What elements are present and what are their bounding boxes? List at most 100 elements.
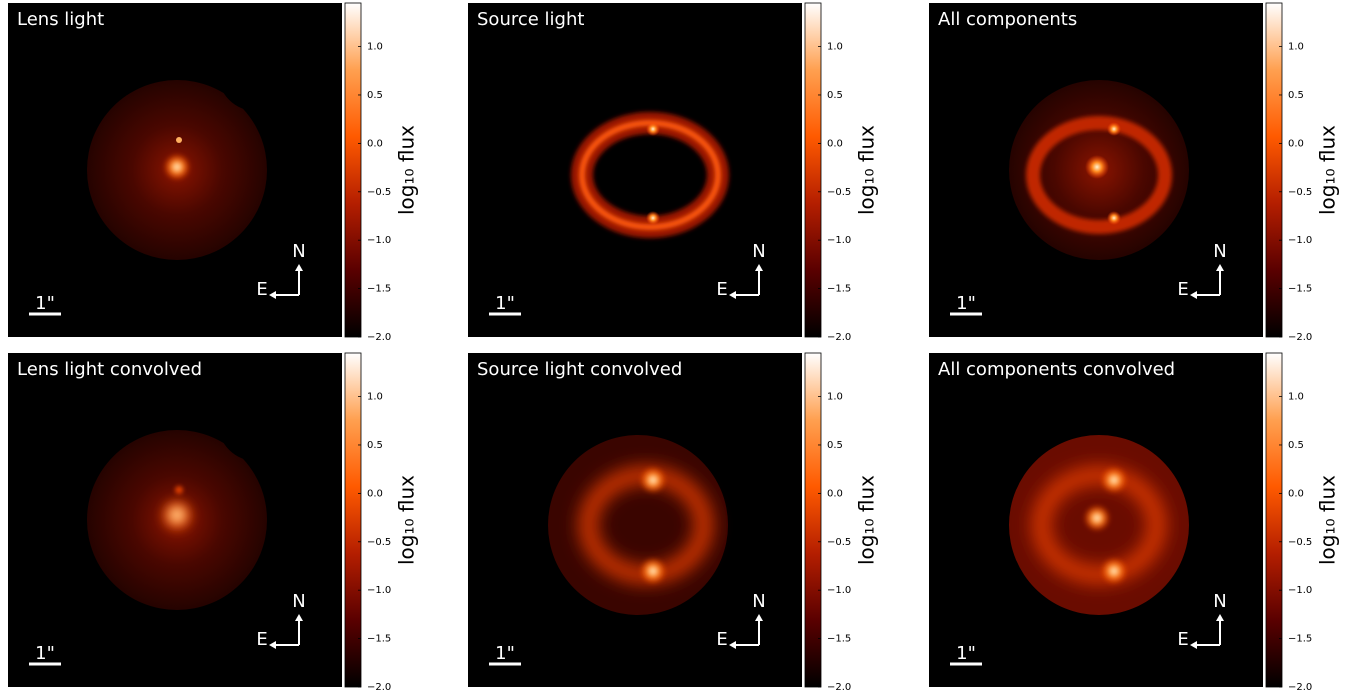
spot: [639, 466, 667, 494]
scale-bar-label: 1": [956, 643, 976, 664]
notch: [218, 35, 294, 111]
compass-arrowhead: [1190, 291, 1197, 299]
spot: [1100, 466, 1128, 494]
colorbar-tick-label: −1.5: [367, 284, 391, 295]
scale-bar-label: 1": [35, 643, 55, 664]
compass-north: N: [1213, 241, 1226, 262]
compass-arrowhead: [729, 641, 736, 649]
ring: [1033, 467, 1165, 583]
colorbar-tick-label: −2.0: [827, 332, 851, 343]
colorbar-tick-label: −1.0: [827, 585, 851, 596]
colorbar-label: log₁₀ flux: [1316, 125, 1340, 215]
colorbar-tick-label: −1.5: [827, 284, 851, 295]
scale-bar-label: 1": [495, 643, 515, 664]
colorbar-tick-label: 0.0: [367, 138, 383, 149]
notch: [1139, 385, 1215, 461]
colorbar: [804, 352, 822, 688]
compass-arrowhead: [1190, 641, 1197, 649]
colorbar: [1265, 2, 1283, 338]
colorbar-tick-label: 1.0: [367, 392, 383, 403]
compass-arrowhead: [755, 264, 763, 271]
spot: [639, 557, 667, 585]
colorbar-label: log₁₀ flux: [855, 475, 879, 565]
colorbar-tick-label: 0.0: [1288, 488, 1304, 499]
compass-north: N: [292, 591, 305, 612]
compass-east: E: [256, 279, 267, 300]
compass-north: N: [292, 241, 305, 262]
compass-east: E: [716, 279, 727, 300]
notch: [1145, 37, 1213, 105]
image-background: [468, 3, 802, 337]
compass-arrowhead: [755, 614, 763, 621]
panel: All components 1" N E −2.0 −1.5 −1.0 −0.5 0.0 0.5…: [929, 2, 1340, 343]
core: [175, 486, 183, 494]
colorbar-tick-label: 0.5: [1288, 90, 1304, 101]
colorbar-tick-label: −1.0: [1288, 235, 1312, 246]
compass-arrowhead: [1216, 264, 1224, 271]
colorbar-tick-label: 1.0: [827, 392, 843, 403]
core: [176, 137, 182, 143]
panel-title: Lens light convolved: [17, 359, 202, 380]
compass-north: N: [752, 241, 765, 262]
colorbar-label: log₁₀ flux: [1316, 475, 1340, 565]
colorbar-tick-label: −2.0: [1288, 682, 1312, 693]
colorbar-tick-label: −1.0: [1288, 585, 1312, 596]
notch: [218, 385, 294, 461]
colorbar-tick-label: 0.0: [367, 488, 383, 499]
colorbar-tick-label: 0.5: [827, 90, 843, 101]
colorbar-tick-label: 1.0: [827, 42, 843, 53]
colorbar-tick-label: −1.0: [367, 235, 391, 246]
notch: [678, 385, 754, 461]
core: [163, 153, 191, 181]
panel-title: Source light convolved: [477, 359, 682, 380]
compass-east: E: [716, 629, 727, 650]
colorbar-tick-label: −0.5: [1288, 187, 1312, 198]
colorbar-tick-label: 0.5: [1288, 440, 1304, 451]
colorbar-tick-label: −1.5: [367, 634, 391, 645]
colorbar-label: log₁₀ flux: [395, 475, 419, 565]
colorbar-tick-label: 0.5: [827, 440, 843, 451]
panel-title: Lens light: [17, 9, 104, 30]
panel-title: All components: [938, 9, 1077, 30]
panel: Source light convolved 1" N E −2.0 −1.5 −1.0 −0…: [468, 352, 879, 693]
colorbar-label: log₁₀ flux: [395, 125, 419, 215]
colorbar: [804, 2, 822, 338]
compass-east: E: [1177, 279, 1188, 300]
colorbar-tick-label: −2.0: [367, 332, 391, 343]
panel: Lens light convolved 1" N E −2.0 −1.5 −1.0 −0.5…: [8, 352, 419, 693]
colorbar-tick-label: −2.0: [827, 682, 851, 693]
colorbar-label: log₁₀ flux: [855, 125, 879, 215]
ring: [1026, 116, 1172, 234]
colorbar-tick-label: −1.0: [367, 585, 391, 596]
colorbar-tick-label: 0.0: [827, 488, 843, 499]
compass-arrowhead: [1216, 614, 1224, 621]
colorbar: [344, 352, 362, 688]
spot: [646, 211, 660, 225]
compass-east: E: [1177, 629, 1188, 650]
panel: Lens light 1" N E −2.0 −1.5 −1.0 −0.5 0.0 0.5 1.0 l…: [8, 2, 419, 343]
spot: [1100, 557, 1128, 585]
core: [159, 497, 195, 533]
panel: Source light 1" N E −2.0 −1.5 −1.0 −0.5 0.0 0.5 1.…: [468, 2, 879, 343]
colorbar-tick-label: −1.5: [1288, 634, 1312, 645]
scale-bar-label: 1": [35, 293, 55, 314]
image: [929, 3, 1263, 337]
image: [468, 353, 802, 687]
colorbar-tick-label: −2.0: [1288, 332, 1312, 343]
compass-arrowhead: [295, 614, 303, 621]
colorbar-tick-label: −2.0: [367, 682, 391, 693]
image: [468, 3, 802, 337]
panel-title: Source light: [477, 9, 584, 30]
compass-north: N: [1213, 591, 1226, 612]
colorbar-tick-label: 0.5: [367, 440, 383, 451]
core: [1085, 155, 1109, 179]
panel: All components convolved 1" N E −2.0 −1.5 −1.0…: [929, 352, 1340, 693]
compass-arrowhead: [269, 641, 276, 649]
panel-title: All components convolved: [938, 359, 1175, 380]
compass-arrowhead: [295, 264, 303, 271]
colorbar-tick-label: −0.5: [367, 187, 391, 198]
compass-arrowhead: [729, 291, 736, 299]
spot: [1107, 211, 1121, 225]
colorbar-tick-label: −0.5: [827, 187, 851, 198]
